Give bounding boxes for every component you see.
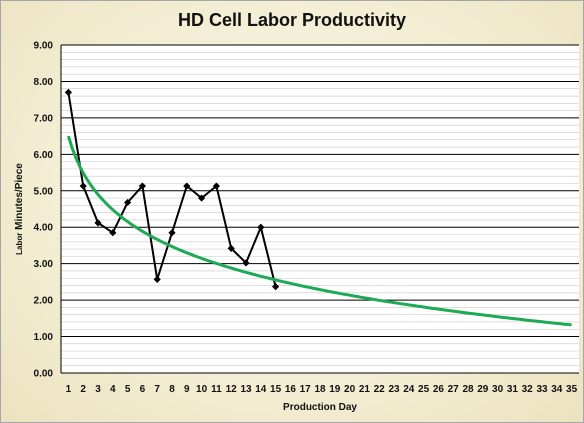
chart-title: HD Cell Labor Productivity <box>177 10 407 30</box>
x-tick-label: 13 <box>240 384 252 395</box>
data-point-marker <box>272 283 280 291</box>
x-tick-label: 6 <box>140 384 146 395</box>
y-tick-label: 7.00 <box>34 113 54 124</box>
x-tick-label: 15 <box>270 384 282 395</box>
y-tick-label: 9.00 <box>34 41 54 52</box>
y-tick-label: 3.00 <box>34 259 54 270</box>
y-tick-label: 6.00 <box>34 150 54 161</box>
x-tick-label: 29 <box>477 384 489 395</box>
trendline <box>66 135 572 327</box>
y-axis-title: Labor Minutes/Piece <box>14 163 25 255</box>
x-tick-label: 3 <box>95 384 101 395</box>
x-tick-label: 33 <box>536 384 548 395</box>
plot-area <box>61 45 579 373</box>
data-point-marker <box>64 88 72 96</box>
data-point-marker <box>153 275 161 283</box>
x-tick-label: 11 <box>211 384 222 395</box>
x-tick-label: 12 <box>226 384 238 395</box>
x-tick-label: 5 <box>125 384 131 395</box>
data-point-marker <box>79 182 87 190</box>
data-point-marker <box>183 182 191 190</box>
x-tick-label: 19 <box>329 384 341 395</box>
y-axis-ticks: 0.00 1.00 2.00 3.00 4.00 5.00 6.00 7.00 8.00 9.00 <box>34 41 54 380</box>
x-tick-label: 17 <box>300 384 312 395</box>
data-point-marker <box>227 244 235 252</box>
x-tick-label: 31 <box>507 384 519 395</box>
x-tick-label: 27 <box>448 384 460 395</box>
x-tick-label: 30 <box>492 384 504 395</box>
x-axis-title: Production Day <box>283 402 357 413</box>
x-tick-label: 7 <box>154 384 160 395</box>
data-point-marker <box>212 182 220 190</box>
data-point-marker <box>168 229 176 237</box>
x-axis-ticks: 1 2 3 4 5 6 7 8 9 10 11 12 13 14 15 16 17 18 19 20 21 22 23 24 2… <box>66 384 578 395</box>
x-tick-label: 2 <box>80 384 86 395</box>
x-tick-label: 8 <box>169 384 175 395</box>
x-tick-label: 23 <box>388 384 400 395</box>
data-point-marker <box>138 182 146 190</box>
x-tick-label: 20 <box>344 384 356 395</box>
major-gridlines <box>60 44 579 374</box>
data-point-marker <box>109 229 117 237</box>
x-tick-label: 9 <box>184 384 190 395</box>
x-tick-label: 26 <box>433 384 445 395</box>
y-tick-label: 4.00 <box>34 223 54 234</box>
x-tick-label: 1 <box>66 384 72 395</box>
x-tick-label: 35 <box>566 384 578 395</box>
x-tick-label: 4 <box>110 384 116 395</box>
x-tick-label: 32 <box>522 384 534 395</box>
series-group <box>64 88 572 327</box>
data-point-marker <box>198 194 206 202</box>
data-point-marker <box>94 219 102 227</box>
data-point-marker <box>242 259 250 267</box>
x-tick-label: 24 <box>403 384 415 395</box>
data-point-marker <box>257 223 265 231</box>
x-tick-label: 18 <box>314 384 326 395</box>
y-axis-title-main: Minutes/Piece <box>14 163 25 230</box>
y-tick-label: 2.00 <box>34 296 54 307</box>
data-point-marker <box>124 198 132 207</box>
y-tick-label: 1.00 <box>34 332 54 343</box>
minor-gridlines <box>61 51 579 367</box>
x-tick-label: 34 <box>551 384 563 395</box>
x-tick-label: 16 <box>285 384 297 395</box>
x-tick-label: 14 <box>255 384 267 395</box>
x-tick-label: 10 <box>196 384 208 395</box>
y-tick-label: 8.00 <box>34 77 54 88</box>
x-tick-label: 22 <box>374 384 386 395</box>
y-tick-label: 5.00 <box>34 186 54 197</box>
x-tick-label: 21 <box>359 384 371 395</box>
y-tick-label: 0.00 <box>34 369 54 380</box>
y-axis-title-small: Labor <box>15 233 24 255</box>
x-tick-label: 25 <box>418 384 430 395</box>
x-tick-label: 28 <box>462 384 474 395</box>
